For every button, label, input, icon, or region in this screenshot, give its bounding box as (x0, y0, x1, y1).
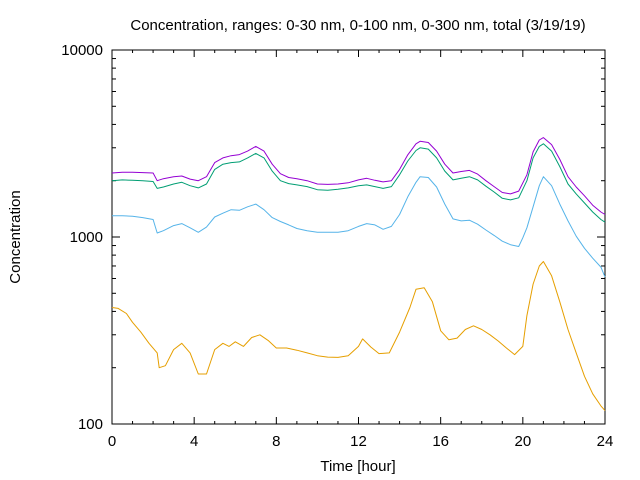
series-line-2 (112, 176, 606, 278)
x-tick-label: 0 (108, 433, 116, 450)
major-ticks (111, 49, 606, 425)
y-tick-label: 10000 (61, 42, 103, 59)
y-tick-label: 1000 (70, 229, 103, 246)
series-line-1 (111, 261, 606, 411)
series-lines (111, 137, 606, 411)
series-line-3 (111, 143, 606, 223)
y-tick-label: 100 (78, 416, 103, 433)
x-axis-label: Time [hour] (320, 458, 395, 475)
x-tick-label: 8 (272, 433, 280, 450)
plot-frame (111, 49, 606, 425)
x-tick-label: 24 (597, 433, 614, 450)
x-tick-label: 12 (350, 433, 367, 450)
minor-ticks (112, 50, 605, 424)
x-tick-label: 16 (432, 433, 449, 450)
chart-title: Concentration, ranges: 0-30 nm, 0-100 nm… (130, 17, 585, 34)
y-tick-labels: 100 1000 10000 (61, 42, 103, 433)
x-tick-label: 20 (514, 433, 531, 450)
y-axis-label: Concentration (7, 190, 24, 283)
x-tick-label: 4 (190, 433, 198, 450)
x-tick-labels: 0 4 8 12 16 20 24 (108, 433, 614, 450)
series-line-4 (111, 137, 606, 215)
